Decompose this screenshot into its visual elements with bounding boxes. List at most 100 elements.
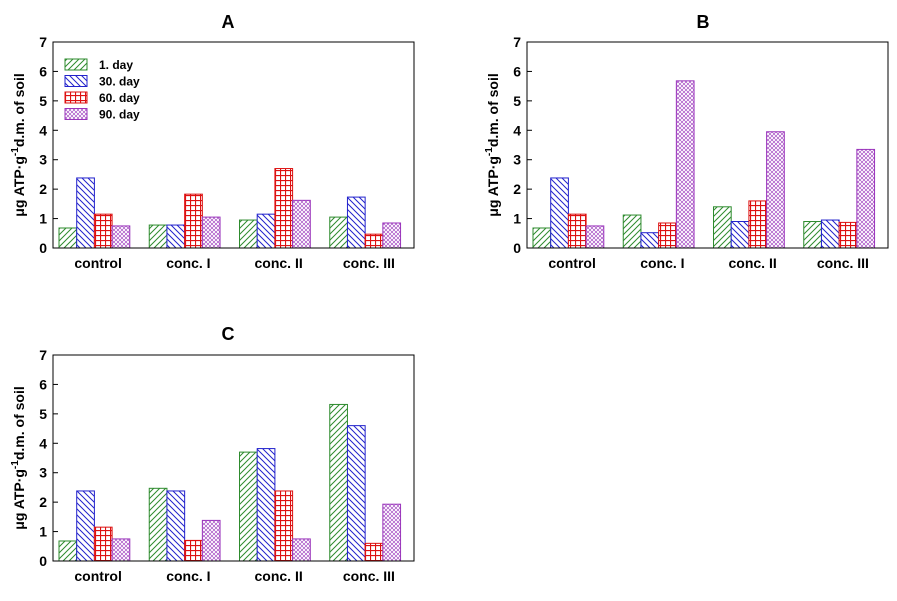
bar-1-day-conc-iii: [329, 403, 348, 562]
y-tick-label: 5: [39, 93, 47, 109]
bar-1-day-conc-i: [622, 214, 642, 249]
y-tick-label: 0: [39, 240, 47, 256]
bar-1-day-conc-ii: [239, 219, 258, 249]
chart-panel-c: Cμg ATP·g-1d.m. of soil 0 1 2 3 4 5 6 7 control co…: [10, 324, 415, 584]
bar-90-day-conc-i: [675, 80, 695, 249]
bar-60-day-conc-ii: [274, 490, 294, 562]
y-tick-label: 0: [39, 553, 47, 569]
bar-60-day-control: [93, 213, 113, 249]
bar-60-day-conc-iii: [364, 233, 384, 249]
legend-swatch: [64, 91, 88, 104]
chart-title: A: [222, 12, 235, 32]
chart-panel-b: Bμg ATP·g-1d.m. of soil 0 1 2 3 4 5 6 7 control co…: [484, 12, 889, 271]
x-category-label: conc. III: [343, 255, 395, 271]
chart-title: B: [697, 12, 710, 32]
bar-1-day-conc-iii: [803, 221, 822, 249]
y-tick-label: 7: [513, 34, 521, 50]
legend-swatch: [64, 58, 88, 71]
chart-title: C: [222, 324, 235, 344]
y-axis-label: μg ATP·g-1d.m. of soil: [10, 73, 27, 216]
bar-60-day-conc-i: [184, 539, 203, 562]
x-category-label: conc. II: [255, 255, 303, 271]
y-tick-label: 5: [39, 406, 47, 422]
y-tick-label: 7: [39, 347, 47, 363]
bar-90-day-control: [111, 225, 131, 249]
bar-1-day-conc-ii: [239, 451, 258, 562]
y-tick-label: 5: [513, 93, 521, 109]
bar-1-day-control: [58, 227, 78, 249]
bar-30-day-conc-i: [640, 232, 660, 249]
legend-label: 90. day: [99, 108, 140, 122]
y-tick-label: 2: [39, 181, 47, 197]
plot-frame: [526, 41, 889, 249]
bar-90-day-conc-iii: [382, 503, 402, 562]
plot-frame: [52, 41, 415, 249]
legend-label: 1. day: [99, 58, 133, 72]
bar-60-day-conc-iii: [838, 221, 858, 249]
bar-1-day-control: [532, 227, 552, 249]
legend: 1. day 30. day 60. day 90. day: [64, 58, 140, 122]
chart-panel-a: Aμg ATP·g-1d.m. of soil 0 1 2 3 4 5 6 7 control co…: [10, 12, 415, 271]
legend-swatch: [64, 75, 88, 87]
y-tick-label: 1: [39, 211, 47, 227]
bar-30-day-conc-ii: [256, 448, 276, 562]
y-tick-label: 6: [39, 376, 47, 392]
y-axis-label: μg ATP·g-1d.m. of soil: [10, 386, 27, 529]
bar-1-day-conc-i: [148, 224, 168, 249]
y-tick-label: 1: [513, 211, 521, 227]
bar-60-day-conc-ii: [748, 200, 768, 249]
y-tick-label: 0: [513, 240, 521, 256]
bar-30-day-control: [550, 177, 569, 249]
bar-90-day-conc-i: [201, 216, 221, 249]
bar-60-day-conc-ii: [274, 168, 294, 249]
x-category-label: control: [74, 568, 121, 584]
x-category-label: conc. I: [640, 255, 684, 271]
bar-30-day-conc-i: [166, 490, 186, 562]
x-category-label: conc. II: [729, 255, 777, 271]
bar-60-day-conc-iii: [364, 542, 384, 562]
bar-60-day-conc-i: [184, 193, 203, 249]
bar-90-day-conc-i: [201, 519, 221, 562]
x-category-label: conc. III: [343, 568, 395, 584]
bar-30-day-control: [76, 177, 95, 249]
y-tick-label: 6: [513, 63, 521, 79]
legend-swatch: [64, 108, 88, 120]
bar-1-day-conc-ii: [713, 206, 732, 249]
y-tick-label: 6: [39, 63, 47, 79]
y-tick-label: 7: [39, 34, 47, 50]
y-tick-label: 3: [39, 152, 47, 168]
bar-1-day-conc-i: [148, 487, 168, 562]
y-tick-label: 4: [39, 122, 47, 138]
x-category-label: control: [548, 255, 595, 271]
y-tick-label: 3: [39, 465, 47, 481]
y-tick-label: 4: [513, 122, 521, 138]
bar-60-day-conc-i: [658, 222, 677, 249]
bar-1-day-conc-iii: [329, 216, 348, 249]
x-category-label: conc. I: [166, 255, 210, 271]
x-category-label: conc. II: [255, 568, 303, 584]
bar-90-day-conc-ii: [766, 131, 785, 249]
legend-label: 30. day: [99, 75, 140, 89]
bar-30-day-conc-iii: [820, 219, 840, 249]
bar-90-day-control: [111, 538, 131, 562]
y-tick-label: 2: [39, 494, 47, 510]
bar-90-day-conc-ii: [292, 199, 311, 249]
bar-1-day-control: [58, 540, 78, 562]
x-category-label: control: [74, 255, 121, 271]
bar-90-day-conc-iii: [856, 148, 876, 249]
y-tick-label: 3: [513, 152, 521, 168]
x-category-label: conc. I: [166, 568, 210, 584]
legend-label: 60. day: [99, 91, 140, 105]
bar-30-day-conc-ii: [256, 213, 276, 249]
x-category-label: conc. III: [817, 255, 869, 271]
bar-90-day-conc-iii: [382, 222, 402, 249]
bar-60-day-control: [567, 213, 587, 249]
bar-30-day-conc-iii: [346, 425, 366, 562]
bar-90-day-conc-ii: [292, 538, 311, 562]
bar-30-day-conc-i: [166, 224, 186, 249]
bar-60-day-control: [93, 526, 113, 562]
bar-30-day-conc-iii: [346, 196, 366, 249]
y-tick-label: 4: [39, 435, 47, 451]
y-tick-label: 2: [513, 181, 521, 197]
